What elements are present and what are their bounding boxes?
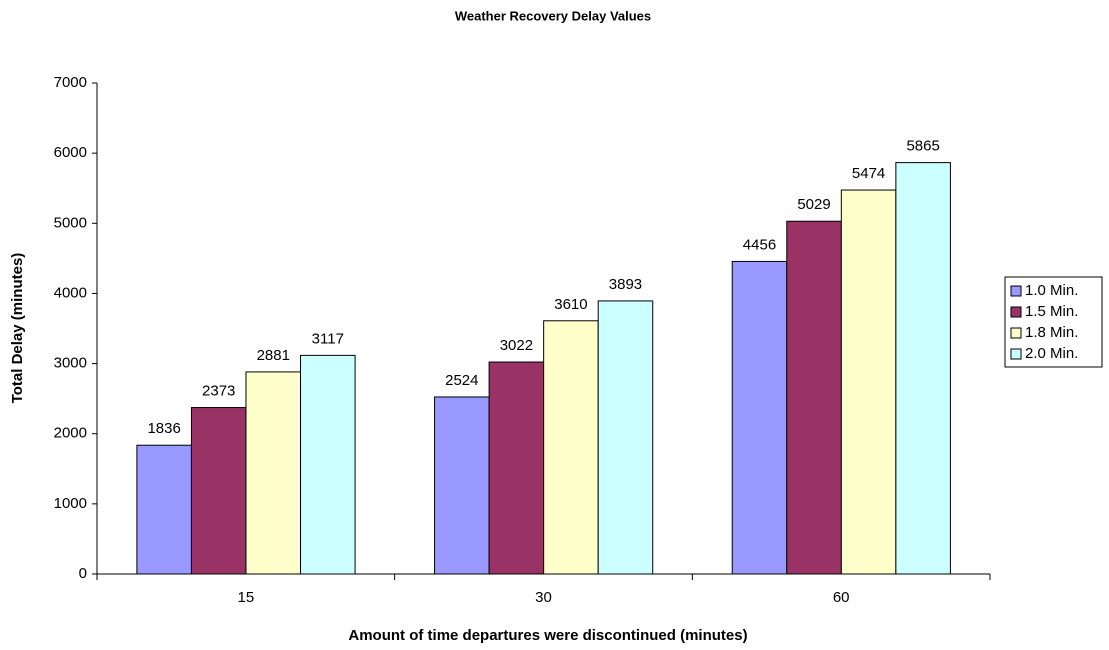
value-label: 5029	[797, 196, 830, 213]
value-label: 1836	[147, 420, 180, 437]
legend-label: 1.5 Min.	[1025, 303, 1078, 320]
x-axis-label: Amount of time departures were discontin…	[348, 627, 747, 644]
value-label: 2881	[257, 347, 290, 364]
y-tick-label: 5000	[54, 214, 87, 231]
legend-label: 1.8 Min.	[1025, 324, 1078, 341]
legend-label: 2.0 Min.	[1025, 345, 1078, 362]
y-tick-label: 4000	[54, 284, 87, 301]
bar	[840, 189, 897, 575]
value-label: 3893	[609, 276, 642, 293]
bar	[300, 354, 356, 575]
legend-swatch	[1010, 285, 1022, 297]
legend-swatch	[1010, 327, 1022, 339]
y-tick-label: 6000	[54, 144, 87, 161]
bar	[245, 371, 302, 575]
bar	[597, 300, 654, 575]
x-tick-label: 60	[833, 589, 850, 606]
value-label: 3117	[312, 330, 344, 347]
value-label: 5865	[906, 138, 939, 155]
legend-swatch	[1010, 306, 1022, 318]
bar	[190, 407, 247, 575]
y-tick-label: 2000	[54, 425, 87, 442]
value-label: 3610	[554, 296, 587, 313]
bar	[895, 162, 951, 575]
bar	[543, 320, 599, 575]
bar	[731, 260, 788, 575]
bar	[136, 444, 192, 575]
x-tick-label: 15	[237, 589, 254, 606]
y-tick-label: 7000	[54, 74, 87, 91]
y-tick-label: 3000	[54, 355, 87, 372]
y-tick-label: 0	[79, 565, 87, 582]
value-label: 2373	[202, 383, 235, 400]
legend-swatch	[1010, 348, 1022, 360]
value-label: 5474	[852, 165, 885, 182]
y-tick-label: 1000	[54, 495, 87, 512]
x-tick-label: 30	[535, 589, 552, 606]
chart-title: Weather Recovery Delay Values	[455, 8, 651, 23]
bar	[786, 220, 842, 575]
bar	[434, 396, 490, 575]
legend-label: 1.0 Min.	[1025, 282, 1078, 299]
value-label: 3022	[500, 337, 533, 354]
y-axis-label: Total Delay (minutes)	[9, 253, 26, 404]
bar	[488, 361, 545, 575]
value-label: 2524	[445, 372, 478, 389]
value-label: 4456	[743, 236, 776, 253]
